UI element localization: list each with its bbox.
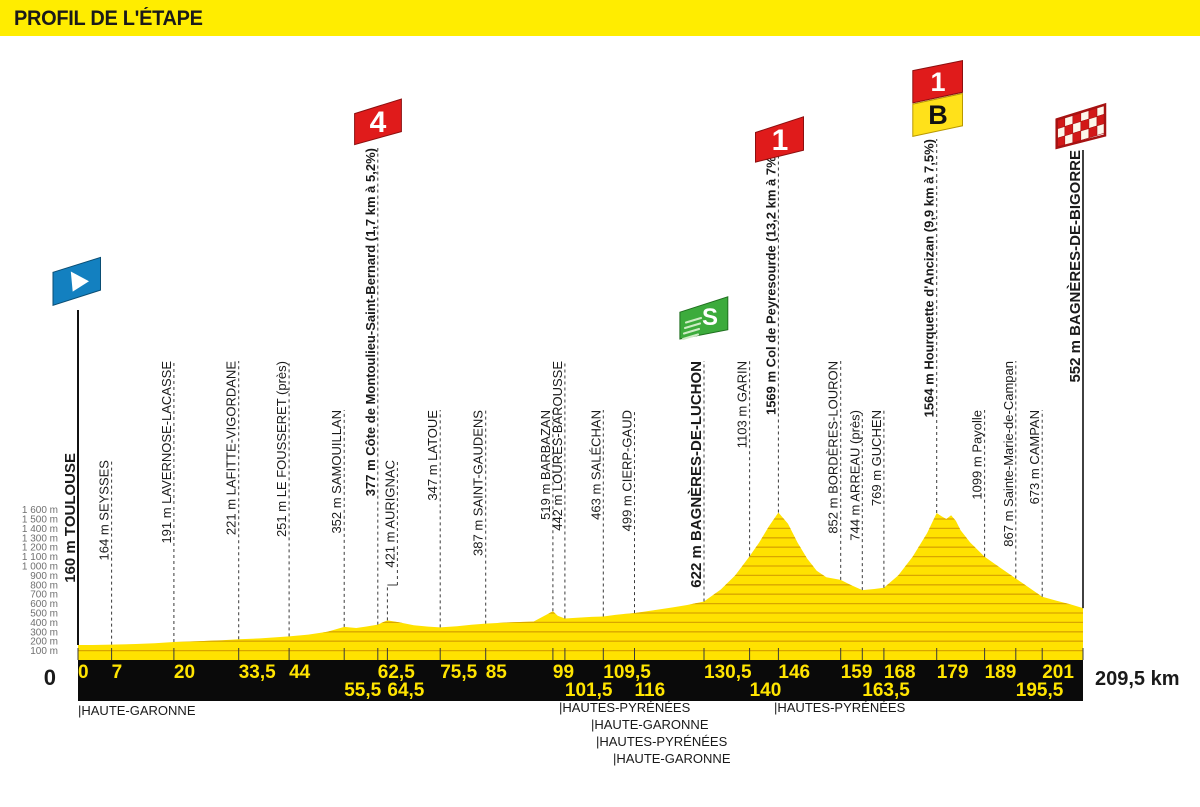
svg-text:20: 20 — [174, 662, 195, 683]
svg-text:1: 1 — [772, 124, 789, 157]
svg-text:|HAUTES-PYRÉNÉES: |HAUTES-PYRÉNÉES — [774, 700, 906, 715]
svg-text:44: 44 — [289, 662, 311, 683]
svg-text:168: 168 — [884, 662, 916, 683]
svg-text:1103 m GARIN: 1103 m GARIN — [735, 361, 750, 448]
svg-text:1 300 m: 1 300 m — [22, 533, 58, 544]
svg-text:1569 m Col de Peyresourde (13,: 1569 m Col de Peyresourde (13,2 km à 7%) — [763, 152, 778, 415]
svg-text:55,5: 55,5 — [344, 680, 381, 701]
svg-text:189: 189 — [985, 662, 1017, 683]
svg-text:673 m CAMPAN: 673 m CAMPAN — [1027, 410, 1042, 504]
svg-text:|HAUTE-GARONNE: |HAUTE-GARONNE — [591, 717, 709, 732]
svg-text:B: B — [928, 100, 948, 130]
svg-text:377 m Côte de Montoulieu-Saint: 377 m Côte de Montoulieu-Saint-Bernard (… — [363, 148, 378, 496]
svg-text:744 m ARREAU (près): 744 m ARREAU (près) — [847, 410, 862, 541]
svg-text:200 m: 200 m — [30, 637, 58, 648]
svg-text:33,5: 33,5 — [239, 662, 276, 683]
svg-text:116: 116 — [635, 680, 666, 701]
svg-text:1564 m Hourquette d'Ancizan (9: 1564 m Hourquette d'Ancizan (9,9 km à 7,… — [922, 139, 937, 417]
svg-text:221 m LAFITTE-VIGORDANE: 221 m LAFITTE-VIGORDANE — [224, 361, 239, 535]
svg-text:400 m: 400 m — [30, 618, 58, 629]
svg-text:442 m LOURES-BAROUSSE: 442 m LOURES-BAROUSSE — [550, 361, 565, 531]
svg-text:622 m BAGNÈRES-DE-LUCHON: 622 m BAGNÈRES-DE-LUCHON — [688, 361, 705, 588]
svg-text:85: 85 — [486, 662, 508, 683]
svg-text:347 m LATOUE: 347 m LATOUE — [425, 410, 440, 501]
svg-text:201: 201 — [1042, 662, 1074, 683]
svg-text:100 m: 100 m — [30, 646, 58, 657]
svg-text:163,5: 163,5 — [862, 680, 910, 701]
svg-text:4: 4 — [370, 106, 387, 139]
svg-text:140: 140 — [750, 680, 782, 701]
svg-text:769 m GUCHEN: 769 m GUCHEN — [869, 410, 884, 506]
svg-text:1 000 m: 1 000 m — [22, 562, 58, 573]
svg-text:0: 0 — [78, 662, 89, 683]
svg-text:146: 146 — [778, 662, 810, 683]
svg-text:421 m AURIGNAC: 421 m AURIGNAC — [382, 460, 397, 568]
svg-text:700 m: 700 m — [30, 590, 58, 601]
svg-text:195,5: 195,5 — [1016, 680, 1064, 701]
svg-text:387 m SAINT-GAUDENS: 387 m SAINT-GAUDENS — [471, 410, 486, 556]
svg-text:1 400 m: 1 400 m — [22, 524, 58, 535]
svg-text:463 m SALÉCHAN: 463 m SALÉCHAN — [588, 410, 603, 520]
svg-text:300 m: 300 m — [30, 627, 58, 638]
svg-text:900 m: 900 m — [30, 571, 58, 582]
svg-text:852 m BORDÈRES-LOURON: 852 m BORDÈRES-LOURON — [826, 361, 841, 534]
svg-text:164 m SEYSSES: 164 m SEYSSES — [97, 460, 112, 561]
svg-text:552 m BAGNÈRES-DE-BIGORRE: 552 m BAGNÈRES-DE-BIGORRE — [1067, 150, 1084, 383]
svg-text:101,5: 101,5 — [565, 680, 613, 701]
svg-text:1 600 m: 1 600 m — [22, 505, 58, 516]
svg-text:209,5 km: 209,5 km — [1095, 668, 1180, 690]
svg-text:|HAUTES-PYRÉNÉES: |HAUTES-PYRÉNÉES — [596, 734, 728, 749]
svg-text:1: 1 — [930, 67, 945, 97]
svg-text:0: 0 — [44, 665, 56, 690]
svg-text:1 200 m: 1 200 m — [22, 543, 58, 554]
svg-text:64,5: 64,5 — [387, 680, 424, 701]
svg-text:7: 7 — [112, 662, 123, 683]
svg-text:1099 m Payolle: 1099 m Payolle — [970, 410, 985, 500]
svg-text:|HAUTES-PYRÉNÉES: |HAUTES-PYRÉNÉES — [559, 700, 691, 715]
svg-text:1 500 m: 1 500 m — [22, 515, 58, 526]
svg-text:|HAUTE-GARONNE: |HAUTE-GARONNE — [78, 703, 196, 718]
svg-text:251 m LE FOUSSERET (près): 251 m LE FOUSSERET (près) — [274, 361, 289, 537]
svg-text:130,5: 130,5 — [704, 662, 752, 683]
svg-text:1 100 m: 1 100 m — [22, 552, 58, 563]
svg-text:S: S — [702, 304, 718, 331]
svg-text:160 m TOULOUSE: 160 m TOULOUSE — [62, 453, 79, 583]
svg-text:75,5: 75,5 — [440, 662, 477, 683]
svg-text:600 m: 600 m — [30, 599, 58, 610]
svg-text:800 m: 800 m — [30, 580, 58, 591]
svg-text:867 m Sainte-Marie-de-Campan: 867 m Sainte-Marie-de-Campan — [1001, 361, 1016, 547]
svg-text:352 m SAMOUILLAN: 352 m SAMOUILLAN — [329, 410, 344, 534]
svg-text:499 m CIERP-GAUD: 499 m CIERP-GAUD — [620, 410, 635, 531]
svg-text:179: 179 — [937, 662, 969, 683]
svg-text:500 m: 500 m — [30, 609, 58, 620]
svg-text:191 m LAVERNOSE-LACASSE: 191 m LAVERNOSE-LACASSE — [159, 361, 174, 544]
svg-text:|HAUTE-GARONNE: |HAUTE-GARONNE — [613, 751, 731, 766]
